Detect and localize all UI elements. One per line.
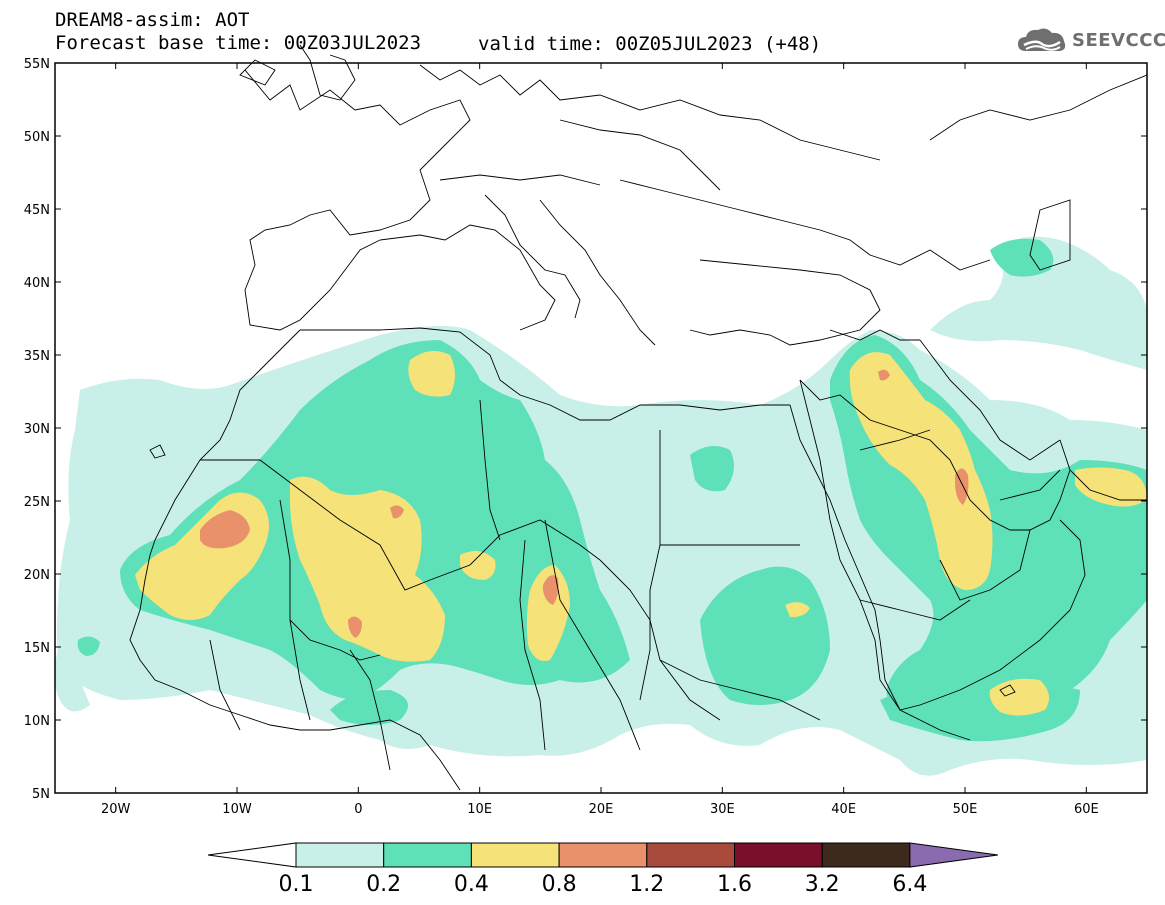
lon-tick-label: 60E	[1074, 802, 1099, 817]
aot-region-iraq-yellow	[849, 352, 993, 590]
colorbar-label: 0.4	[454, 872, 489, 897]
colorbar-label: 1.2	[629, 872, 664, 897]
lon-tick-label: 40E	[831, 802, 856, 817]
aot-region-caspian-light	[930, 236, 1147, 370]
lat-tick-label: 40N	[24, 276, 50, 291]
lon-tick-label: 20W	[101, 802, 131, 817]
lon-axis: 20W 10W 0 10E 20E 30E 40E 50E 60E	[101, 63, 1099, 817]
lat-tick-label: 10N	[24, 714, 50, 729]
aot-region-chad-yellow	[526, 565, 570, 661]
colorbar-label: 1.6	[717, 872, 752, 897]
logo-text: SEEVCCC	[1072, 29, 1165, 51]
aot-region-egypt-medium	[690, 446, 734, 492]
colorbar-arrow-high	[909, 842, 998, 868]
aot-region-west-coast-light	[54, 650, 90, 712]
aot-region-caspian-medium	[990, 238, 1054, 277]
seevccc-logo: SEEVCCC	[1016, 24, 1165, 56]
colorbar-label: 0.2	[366, 872, 401, 897]
aot-region-mali-yellow	[290, 476, 445, 662]
aot-region-sudan-yellow	[785, 602, 810, 618]
colorbar-label: 0.1	[279, 872, 314, 897]
colorbar-label: 6.4	[892, 872, 927, 897]
lat-tick-label: 25N	[24, 495, 50, 510]
colorbar-arrow-low	[207, 842, 297, 868]
lon-tick-label: 10W	[222, 802, 252, 817]
colorbar-swatch	[734, 842, 823, 868]
aot-region-oman-yellow	[1075, 467, 1147, 507]
map-title: DREAM8-assim: AOT	[55, 9, 250, 31]
lon-tick-label: 10E	[467, 802, 492, 817]
lon-tick-label: 20E	[589, 802, 614, 817]
forecast-base-time: Forecast base time: 00Z03JUL2023	[55, 32, 422, 54]
lon-tick-label: 50E	[953, 802, 978, 817]
aot-region-sudan-medium	[700, 566, 830, 705]
colorbar-swatch	[558, 842, 648, 868]
lat-tick-label: 45N	[24, 203, 50, 218]
lat-tick-label: 55N	[24, 57, 50, 72]
aot-region-senegal-medium	[77, 636, 100, 656]
cloud-icon	[1018, 28, 1066, 51]
colorbar-label: 3.2	[805, 872, 840, 897]
colorbar-swatch	[821, 842, 911, 868]
lat-tick-label: 30N	[24, 422, 50, 437]
aot-region-algeria-yellow	[408, 351, 455, 397]
lat-tick-label: 15N	[24, 641, 50, 656]
aot-region-mauritania-orange	[200, 510, 250, 549]
aot-region-chad-orange	[543, 575, 559, 605]
country-borders	[129, 44, 1148, 791]
lat-axis: 55N 50N 45N 40N 35N 30N 25N 20N 15N 10N 5N	[24, 57, 1147, 802]
lat-tick-label: 35N	[24, 349, 50, 364]
aot-region-iraq-orange	[878, 369, 890, 381]
aot-field	[54, 236, 1147, 776]
colorbar-label: 0.8	[542, 872, 577, 897]
lon-tick-label: 0	[354, 802, 362, 817]
lat-tick-label: 50N	[24, 130, 50, 145]
colorbar: 0.1 0.2 0.4 0.8 1.2 1.6 3.2 6.4	[207, 842, 998, 897]
aot-region-algeria-orange	[390, 505, 404, 519]
colorbar-swatch	[470, 842, 560, 868]
lat-tick-label: 5N	[32, 787, 50, 802]
colorbar-swatch	[383, 842, 472, 868]
colorbar-swatch	[295, 842, 385, 868]
aot-region-mali-orange	[348, 616, 362, 638]
valid-time: valid time: 00Z05JUL2023 (+48)	[478, 33, 822, 55]
aot-region-niger-yellow	[460, 551, 496, 580]
colorbar-swatch	[646, 842, 735, 868]
lon-tick-label: 30E	[710, 802, 735, 817]
lat-tick-label: 20N	[24, 568, 50, 583]
aot-region-central-africa-medium	[330, 690, 408, 725]
